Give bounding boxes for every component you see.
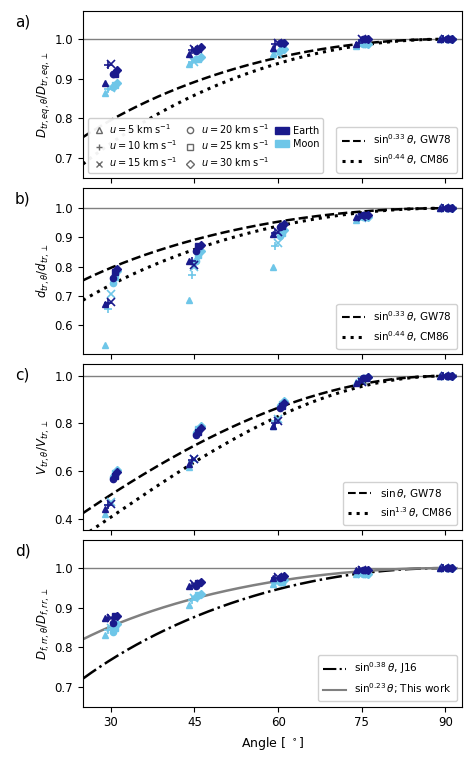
Text: d): d) (15, 544, 30, 558)
Y-axis label: $V_{tr, \theta}/V_{tr, \perp}$: $V_{tr, \theta}/V_{tr, \perp}$ (36, 419, 52, 475)
Y-axis label: $d_{tr, \theta}/d_{tr, \perp}$: $d_{tr, \theta}/d_{tr, \perp}$ (35, 244, 52, 298)
Text: b): b) (15, 191, 30, 206)
Legend: $\sin^{0.33}\theta$, GW78, $\sin^{0.44}\theta$, CM86: $\sin^{0.33}\theta$, GW78, $\sin^{0.44}\… (337, 128, 457, 173)
Text: c): c) (15, 367, 29, 383)
Y-axis label: $D_{tr, eq, \theta}/D_{tr, eq, \perp}$: $D_{tr, eq, \theta}/D_{tr, eq, \perp}$ (35, 51, 52, 138)
Legend: $\sin\theta$, GW78, $\sin^{1.3}\theta$, CM86: $\sin\theta$, GW78, $\sin^{1.3}\theta$, … (343, 482, 457, 525)
Text: a): a) (15, 15, 30, 30)
X-axis label: Angle [ $^\circ$]: Angle [ $^\circ$] (241, 735, 304, 752)
Legend: $\sin^{0.38}\theta$, J16, $\sin^{0.23}\theta$; This work: $\sin^{0.38}\theta$, J16, $\sin^{0.23}\t… (318, 656, 457, 701)
Y-axis label: $D_{f, rr, \theta}/D_{f, rr, \perp}$: $D_{f, rr, \theta}/D_{f, rr, \perp}$ (36, 588, 52, 660)
Legend: $\sin^{0.33}\theta$, GW78, $\sin^{0.44}\theta$, CM86: $\sin^{0.33}\theta$, GW78, $\sin^{0.44}\… (337, 303, 457, 349)
